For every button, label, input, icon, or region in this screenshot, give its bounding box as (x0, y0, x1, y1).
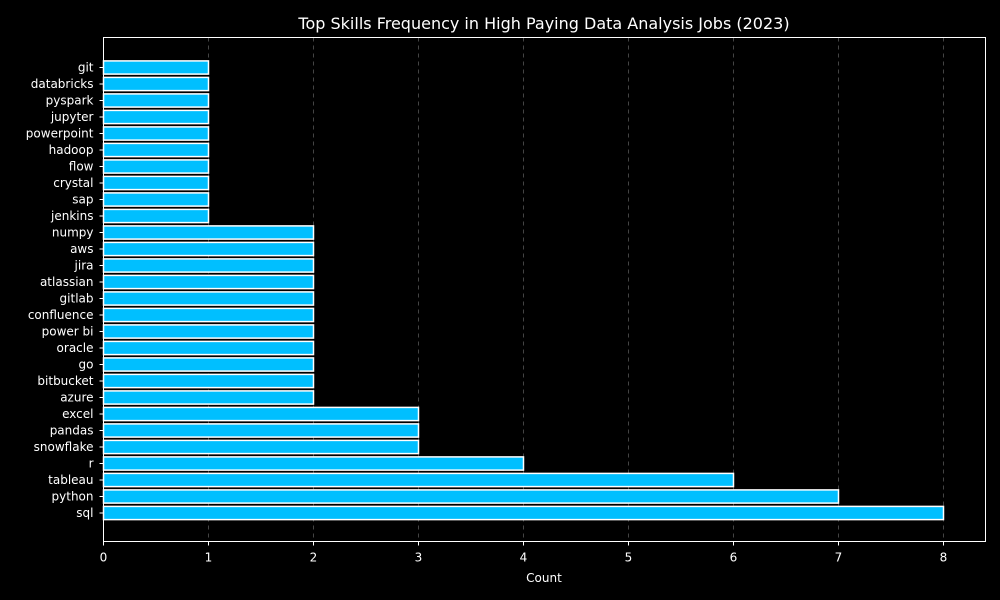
bar-snowflake (102, 439, 420, 455)
y-tick-label: powerpoint (26, 127, 94, 141)
x-tick-label: 7 (835, 551, 843, 565)
y-tick-label: atlassian (40, 275, 94, 289)
x-tick-label: 3 (415, 551, 423, 565)
y-tick-label: aws (70, 242, 93, 256)
bar-go (102, 357, 315, 372)
y-tick-label: flow (69, 160, 94, 174)
bar-git (102, 60, 210, 75)
y-tick-label: jupyter (50, 110, 94, 124)
x-tick-label: 8 (940, 551, 948, 565)
bar-databricks (102, 76, 210, 92)
y-tick-label: crystal (53, 176, 93, 190)
bar-numpy (102, 225, 315, 240)
y-tick-label: sql (76, 506, 93, 520)
y-tick-label: python (52, 490, 94, 504)
bar-gitlab (102, 291, 315, 306)
bar-sql (102, 505, 945, 521)
y-tick-label: jenkins (50, 209, 93, 223)
y-tick-label: sap (72, 193, 93, 207)
bar-oracle (102, 340, 315, 356)
y-tick-label: pandas (50, 424, 94, 438)
y-tick-label: r (89, 457, 94, 471)
y-tick-label: pyspark (46, 94, 94, 108)
bar-hadoop (102, 142, 210, 158)
plot-frame (103, 37, 986, 542)
x-axis-ticks: 0 1 2 3 4 5 6 7 8 (100, 541, 948, 565)
bar-crystal (102, 175, 210, 191)
bar-sap (102, 192, 210, 207)
bar-r (102, 456, 525, 471)
x-tick-label: 6 (730, 551, 738, 565)
bar-bitbucket (102, 373, 315, 389)
bar-power-bi (102, 324, 315, 339)
bar-azure (102, 390, 315, 405)
x-tick-label: 2 (310, 551, 318, 565)
x-axis-label: Count (526, 571, 562, 585)
y-tick-label: go (79, 358, 94, 372)
bar-powerpoint (102, 126, 210, 141)
y-tick-label: git (78, 61, 94, 75)
y-tick-label: databricks (31, 77, 94, 91)
bar-python (102, 489, 840, 504)
y-tick-label: jira (74, 259, 94, 273)
y-tick-label: hadoop (49, 143, 94, 157)
bar-atlassian (102, 274, 315, 290)
y-tick-label: snowflake (34, 440, 94, 454)
y-tick-label: bitbucket (37, 374, 93, 388)
bar-flow (102, 159, 210, 174)
y-axis-ticks: sql python tableau r snowflake pandas excel azu… (26, 61, 104, 520)
x-tick-label: 1 (205, 551, 213, 565)
y-tick-label: oracle (57, 341, 94, 355)
bar-pyspark (102, 93, 210, 108)
x-tick-label: 4 (520, 551, 528, 565)
bar-tableau (102, 472, 735, 488)
x-tick-label: 0 (100, 551, 108, 565)
y-tick-label: tableau (48, 473, 93, 487)
bar-excel (102, 406, 420, 422)
x-tick-label: 5 (625, 551, 633, 565)
bar-jupyter (102, 109, 210, 125)
y-tick-label: gitlab (60, 292, 94, 306)
y-tick-label: confluence (28, 308, 94, 322)
bar-jenkins (102, 208, 210, 224)
bar-aws (102, 241, 315, 257)
y-tick-label: power bi (42, 325, 94, 339)
y-tick-label: azure (60, 391, 93, 405)
bar-pandas (102, 423, 420, 438)
y-tick-label: numpy (52, 226, 94, 240)
chart-title: Top Skills Frequency in High Paying Data… (297, 14, 789, 33)
bar-confluence (102, 307, 315, 323)
y-tick-label: excel (62, 407, 93, 421)
bar-jira (102, 258, 315, 273)
